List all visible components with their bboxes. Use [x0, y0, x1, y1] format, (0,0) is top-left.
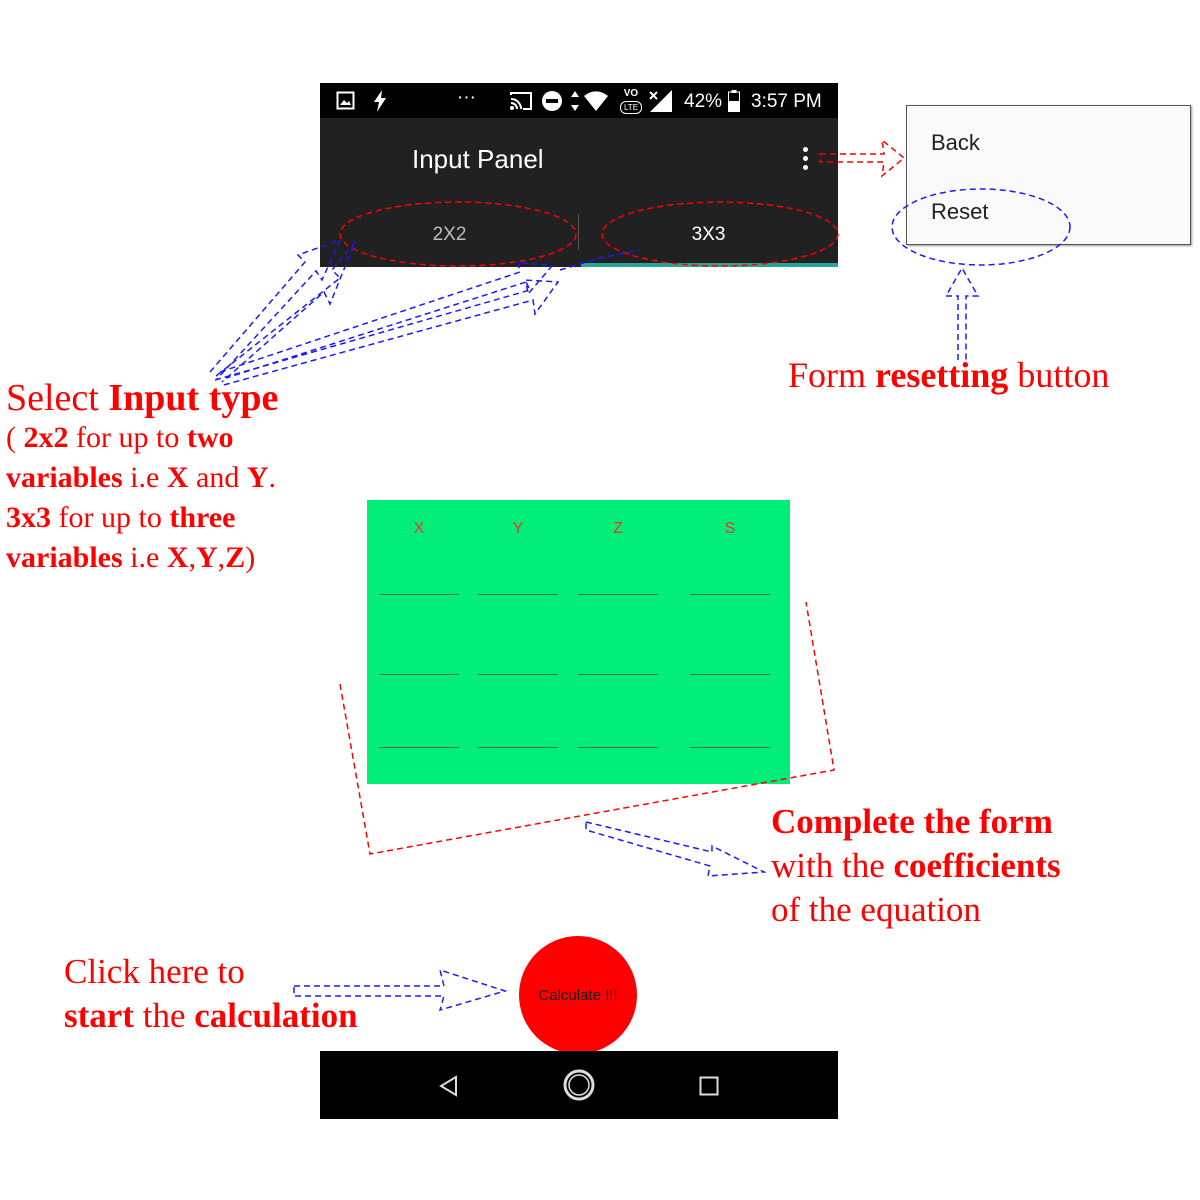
- coefficient-form: X Y Z S: [367, 500, 790, 784]
- coef-input-r2-x[interactable]: [379, 650, 459, 675]
- coef-input-r1-y[interactable]: [478, 570, 558, 595]
- menu-item-reset[interactable]: Reset: [931, 199, 989, 224]
- battery-icon: [728, 90, 740, 112]
- coef-input-r2-s[interactable]: [690, 650, 770, 675]
- volte-icon: VO LTE: [620, 88, 642, 114]
- column-header-z: Z: [613, 520, 623, 537]
- tab-2x2[interactable]: 2X2: [432, 223, 467, 245]
- coef-input-r1-x[interactable]: [379, 570, 459, 595]
- lte-label: LTE: [620, 101, 642, 114]
- back-triangle-icon[interactable]: [438, 1075, 458, 1097]
- navigation-bar: [320, 1051, 838, 1119]
- tab-divider: [578, 214, 579, 250]
- do-not-disturb-icon: [542, 91, 562, 111]
- overflow-popup-menu: Back Reset: [906, 105, 1191, 245]
- clock: 3:57 PM: [751, 91, 822, 112]
- home-circle-icon[interactable]: [562, 1068, 596, 1102]
- annotation-calculate: Click here to start the calculation: [64, 952, 358, 1035]
- annotation-complete-form: Complete the form with the coefficients …: [771, 802, 1061, 929]
- tab-selected-indicator: [581, 263, 838, 267]
- arrow-to-3x3-tab-b: [219, 261, 554, 379]
- status-bar: ··· VO LTE 42% 3:57 PM: [320, 83, 838, 118]
- coef-input-r1-s[interactable]: [690, 570, 770, 595]
- flash-icon: [374, 90, 386, 112]
- wifi-icon: [584, 91, 608, 111]
- overflow-menu-icon[interactable]: [798, 144, 812, 174]
- coef-input-r3-s[interactable]: [690, 723, 770, 748]
- image-icon: [336, 91, 355, 110]
- app-bar: Input Panel: [320, 118, 838, 202]
- annotation-reset: Form resetting button: [788, 355, 1110, 395]
- tab-bar: 2X2 3X3: [320, 202, 838, 267]
- more-dots-icon: ···: [457, 87, 476, 108]
- signal-icon: [649, 90, 672, 112]
- menu-item-back[interactable]: Back: [931, 130, 980, 155]
- coef-input-r2-y[interactable]: [478, 650, 558, 675]
- arrow-to-reset: [944, 266, 980, 360]
- coef-input-r1-z[interactable]: [578, 570, 658, 595]
- coef-input-r3-z[interactable]: [578, 723, 658, 748]
- column-header-x: X: [413, 520, 425, 537]
- arrow-to-3x3-tab: [214, 279, 560, 387]
- calculate-button[interactable]: Calculate !!!: [519, 936, 637, 1054]
- volte-label: VO: [623, 88, 639, 99]
- coef-input-r3-y[interactable]: [478, 723, 558, 748]
- tab-3x3[interactable]: 3X3: [691, 223, 726, 245]
- arrow-to-complete-label: [585, 821, 767, 877]
- column-header-s: S: [724, 520, 736, 537]
- coef-input-r2-z[interactable]: [578, 650, 658, 675]
- annotation-input-type: Select Input type ( 2x2 for up to two va…: [6, 377, 279, 574]
- battery-percent: 42%: [684, 91, 723, 112]
- column-header-y: Y: [512, 520, 524, 537]
- recents-square-icon[interactable]: [699, 1076, 719, 1096]
- data-arrows-icon: [571, 91, 579, 111]
- cast-icon: [510, 92, 532, 110]
- page-title: Input Panel: [412, 144, 544, 174]
- coef-input-r3-x[interactable]: [379, 723, 459, 748]
